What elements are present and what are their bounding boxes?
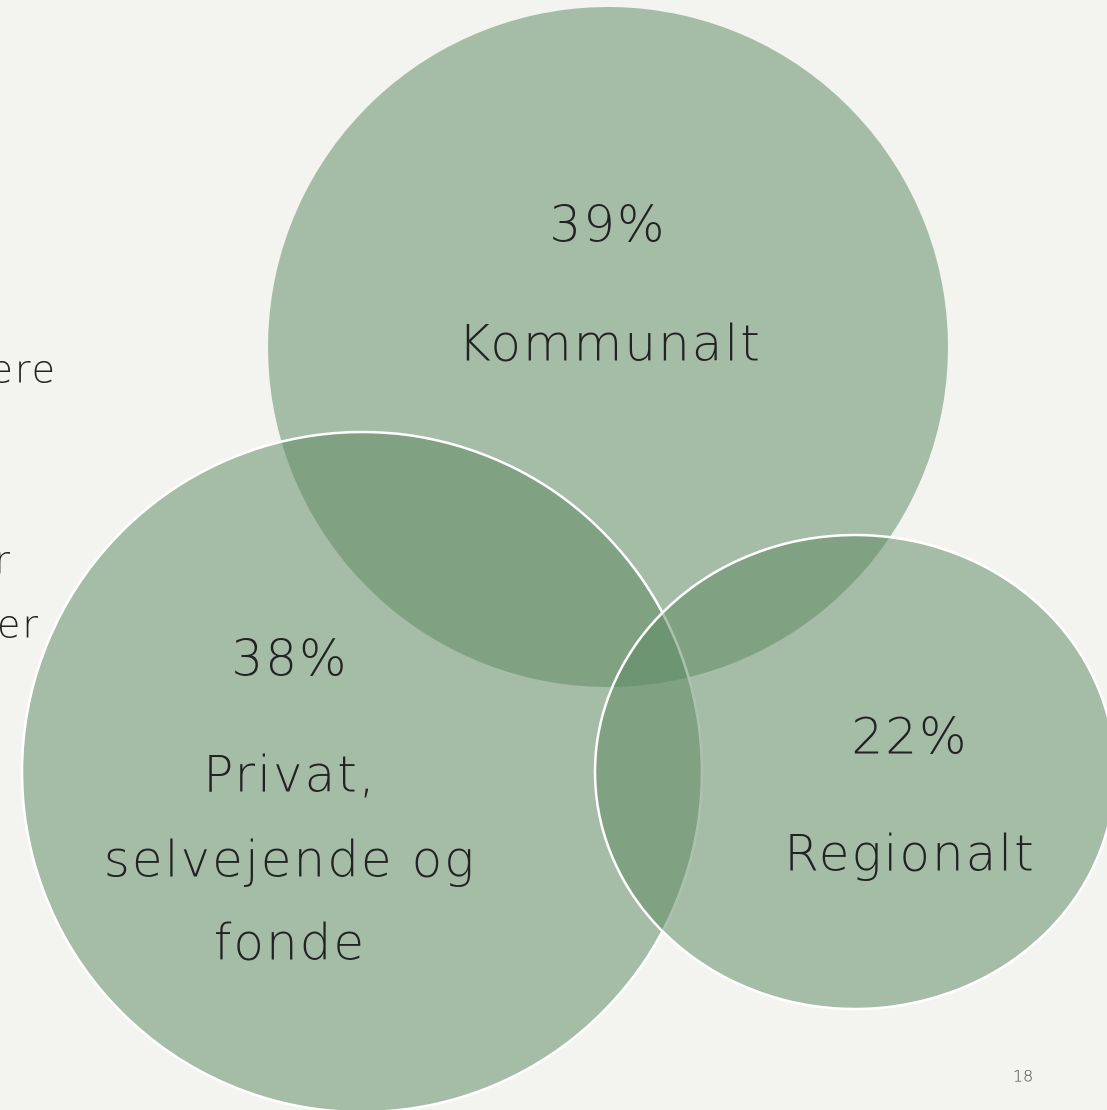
label: Regionalt <box>784 825 1036 883</box>
page-number: 18 <box>1013 1067 1033 1086</box>
side-text: er <box>0 603 40 647</box>
label: fonde <box>214 914 366 972</box>
percent: 22% <box>851 708 968 766</box>
label: selvejende og <box>104 831 476 889</box>
venn <box>20 7 1107 1110</box>
labels: 39% Kommunalt 38% Privat, selvejende og … <box>104 196 1036 972</box>
side-text: r <box>0 539 12 583</box>
side-text: ere <box>0 348 57 392</box>
percent: 39% <box>549 196 666 254</box>
label: Privat, <box>203 746 376 804</box>
label: Kommunalt <box>458 315 762 373</box>
circle-regionalt <box>593 533 1107 1011</box>
side-fragments: ere r er <box>0 348 57 647</box>
percent: 38% <box>231 630 348 688</box>
